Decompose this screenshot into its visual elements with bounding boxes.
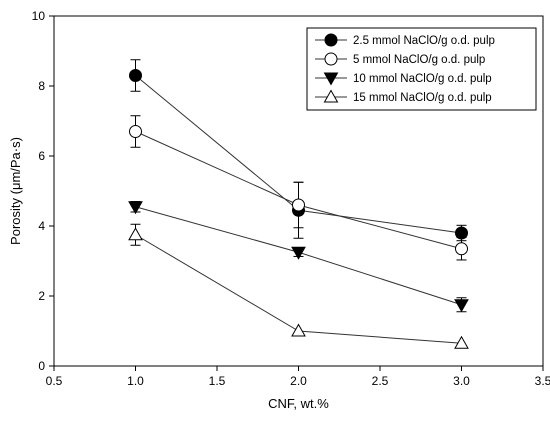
series-2 [129, 115, 468, 261]
series-layer [128, 59, 469, 349]
legend-label: 2.5 mmol NaClO/g o.d. pulp [353, 35, 495, 47]
legend-marker [324, 52, 338, 66]
x-tick-label: 3.5 [535, 374, 550, 388]
y-tick-label: 2 [38, 289, 45, 303]
y-tick-label: 0 [38, 359, 45, 373]
x-tick-label: 2.0 [290, 374, 307, 388]
y-tick-label: 8 [38, 79, 45, 93]
y-tick-label: 10 [32, 9, 46, 23]
data-point [455, 242, 468, 256]
legend-marker [324, 33, 338, 47]
y-tick-label: 6 [38, 149, 45, 163]
y-axis: 0 2 4 6 8 10 [32, 9, 54, 373]
series-4 [128, 223, 469, 349]
y-tick-label: 4 [38, 219, 45, 233]
series-3 [128, 201, 469, 313]
data-point [291, 323, 306, 337]
data-point [128, 227, 143, 241]
legend-box [306, 27, 537, 111]
x-tick-label: 3.0 [453, 374, 470, 388]
x-tick-label: 1.0 [127, 374, 144, 388]
data-point [292, 198, 305, 212]
legend-marker [323, 72, 339, 86]
data-point [129, 69, 142, 82]
legend-marker [323, 89, 339, 103]
x-axis-title: CNF, wt.% [268, 396, 329, 411]
data-point [454, 335, 469, 349]
legend: 2.5 mmol NaClO/g o.d. pulp 5 mmol NaClO/g… [306, 27, 537, 111]
data-point [128, 201, 143, 215]
legend-label: 5 mmol NaClO/g o.d. pulp [353, 54, 485, 66]
x-axis: 0.5 1.0 1.5 2.0 2.5 3.0 3.5 [46, 366, 550, 388]
x-tick-label: 2.5 [372, 374, 389, 388]
x-tick-label: 1.5 [209, 374, 226, 388]
data-point [129, 125, 142, 138]
x-tick-label: 0.5 [46, 374, 63, 388]
y-axis-title: Porosity (μm/Pa·s) [8, 137, 23, 245]
legend-label: 10 mmol NaClO/g o.d. pulp [353, 73, 492, 85]
data-point [291, 246, 306, 260]
legend-label: 15 mmol NaClO/g o.d. pulp [353, 92, 492, 104]
data-point [454, 299, 469, 313]
